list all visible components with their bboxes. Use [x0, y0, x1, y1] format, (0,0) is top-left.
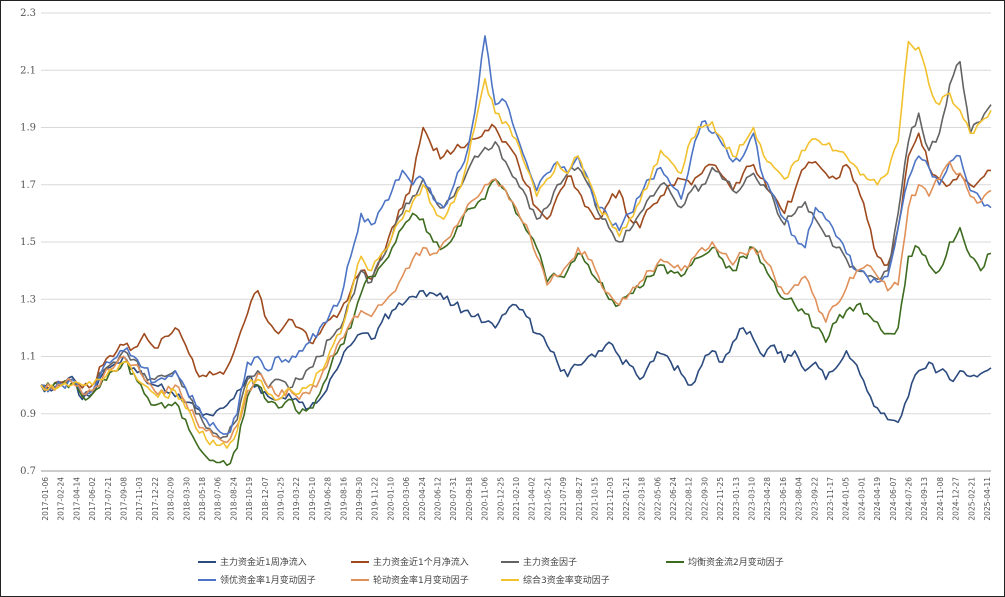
- legend-item: 主力资金近1个月净流入: [351, 556, 469, 568]
- x-tick-label: 2024-12-27: [952, 477, 961, 521]
- legend-item: 领优资金率1月变动因子: [198, 574, 316, 586]
- x-tick-label: 2018-05-18: [198, 477, 207, 521]
- x-tick-label: 2022-11-25: [716, 477, 725, 521]
- x-tick-label: 2017-06-02: [88, 477, 97, 521]
- x-tick-label: 2021-08-27: [575, 477, 584, 521]
- y-tick-label: 1.3: [20, 294, 36, 305]
- x-tick-label: 2018-02-09: [167, 477, 176, 521]
- x-tick-label: 2018-07-06: [214, 477, 223, 521]
- x-tick-label: 2023-11-17: [826, 477, 835, 521]
- series-line-6: [40, 161, 992, 444]
- x-tick-label: 2022-05-06: [653, 477, 662, 521]
- x-tick-label: 2024-03-01: [857, 477, 866, 521]
- x-tick-label: 2021-10-15: [591, 477, 600, 521]
- legend-label: 主力资金近1个月净流入: [373, 556, 469, 568]
- x-tick-label: 2022-09-30: [700, 477, 709, 521]
- x-tick-label: 2025-04-11: [983, 477, 992, 521]
- series-line-5: [40, 35, 992, 435]
- x-tick-label: 2023-01-13: [732, 477, 741, 521]
- x-tick-label: 2017-01-06: [41, 477, 50, 521]
- y-tick-label: 2.3: [20, 8, 36, 19]
- y-tick-label: 1.5: [20, 237, 36, 248]
- x-tick-label: 2020-06-12: [434, 477, 443, 521]
- x-tick-label: 2023-09-22: [810, 477, 819, 521]
- x-tick-label: 2020-11-06: [481, 477, 490, 521]
- legend-label: 均衡资金流2月变动因子: [688, 556, 784, 568]
- x-tick-label: 2024-06-07: [889, 477, 898, 521]
- x-tick-label: 2024-09-13: [920, 477, 929, 521]
- x-tick-label: 2022-08-12: [685, 477, 694, 521]
- x-tick-label: 2022-01-21: [622, 477, 631, 521]
- x-tick-label: 2017-07-21: [104, 477, 113, 521]
- x-tick-label: 2018-03-30: [182, 477, 191, 521]
- legend-item: 综合3资金率变动因子: [501, 574, 610, 586]
- x-tick-label: 2021-07-09: [559, 477, 568, 521]
- x-tick-label: 2017-02-24: [57, 477, 66, 521]
- series-line-3: [40, 60, 992, 440]
- x-tick-label: 2023-06-16: [779, 477, 788, 521]
- x-tick-label: 2020-04-24: [418, 477, 427, 521]
- legend-label: 主力资金因子: [523, 556, 577, 568]
- x-tick-label: 2020-07-31: [449, 477, 458, 521]
- x-tick-label: 2020-03-06: [402, 477, 411, 521]
- x-tick-label: 2019-09-30: [355, 477, 364, 521]
- x-tick-label: 2019-05-10: [308, 477, 317, 521]
- y-tick-label: 1.7: [20, 180, 36, 191]
- x-tick-label: 2022-06-24: [669, 477, 678, 521]
- x-tick-label: 2018-10-19: [245, 477, 254, 521]
- x-tick-label: 2023-04-28: [763, 477, 772, 521]
- legend-label: 主力资金近1周净流入: [220, 556, 307, 568]
- y-axis: 0.7 0.9 1.1 1.3 1.5 1.7 1.9 2.1 2.3: [20, 8, 36, 477]
- x-tick-label: 2017-11-03: [135, 477, 144, 521]
- x-tick-label: 2024-07-26: [905, 477, 914, 521]
- y-tick-label: 2.1: [20, 65, 36, 76]
- x-tick-label: 2024-01-05: [842, 477, 851, 521]
- legend-label: 综合3资金率变动因子: [523, 574, 610, 586]
- x-tick-label: 2019-08-16: [339, 477, 348, 521]
- series-line-4: [40, 178, 992, 467]
- x-tick-label: 2020-12-25: [496, 477, 505, 521]
- x-tick-label: 2021-12-03: [606, 477, 615, 521]
- series-line-7: [40, 40, 992, 449]
- x-tick-label: 2024-11-08: [936, 477, 945, 521]
- x-tick-label: 2017-09-08: [120, 477, 129, 521]
- x-tick-label: 2021-04-02: [528, 477, 537, 521]
- y-tick-label: 1.1: [20, 352, 36, 363]
- x-tick-label: 2021-05-21: [543, 477, 552, 521]
- x-tick-label: 2017-12-22: [151, 477, 160, 521]
- x-tick-label: 2022-03-18: [638, 477, 647, 521]
- x-tick-label: 2018-12-07: [261, 477, 270, 521]
- x-tick-label: 2025-02-21: [967, 477, 976, 521]
- x-tick-label: 2019-01-25: [277, 477, 286, 521]
- x-tick-label: 2023-08-04: [795, 477, 804, 521]
- legend-label: 轮动资金率1月变动因子: [373, 574, 469, 586]
- legend-item: 轮动资金率1月变动因子: [351, 574, 469, 586]
- y-tick-label: 1.9: [20, 123, 36, 134]
- series-lines: [40, 35, 992, 467]
- x-tick-label: 2024-04-19: [873, 477, 882, 521]
- legend-item: 主力资金近1周净流入: [198, 556, 307, 568]
- x-tick-label: 2017-04-14: [72, 477, 81, 521]
- x-tick-label: 2019-06-28: [324, 477, 333, 521]
- x-axis: 2017-01-06 2017-02-24 2017-04-14 2017-06-02…: [41, 477, 992, 521]
- legend: 主力资金近1周净流入 主力资金近1个月净流入 主力资金因子 均衡资金流2月变动因子领优…: [198, 556, 784, 586]
- legend-item: 均衡资金流2月变动因子: [666, 556, 784, 568]
- legend-label: 领优资金率1月变动因子: [220, 574, 316, 586]
- legend-item: 主力资金因子: [501, 556, 577, 568]
- y-tick-label: 0.9: [20, 409, 36, 420]
- x-tick-label: 2023-03-10: [748, 477, 757, 521]
- x-tick-label: 2019-11-22: [371, 477, 380, 521]
- x-tick-label: 2020-01-10: [386, 477, 395, 521]
- x-tick-label: 2020-09-18: [465, 477, 474, 521]
- x-tick-label: 2018-08-24: [229, 477, 238, 521]
- x-tick-label: 2019-03-22: [292, 477, 301, 521]
- series-line-2: [40, 123, 991, 389]
- y-tick-label: 0.7: [20, 466, 36, 477]
- x-tick-label: 2021-02-10: [512, 477, 521, 521]
